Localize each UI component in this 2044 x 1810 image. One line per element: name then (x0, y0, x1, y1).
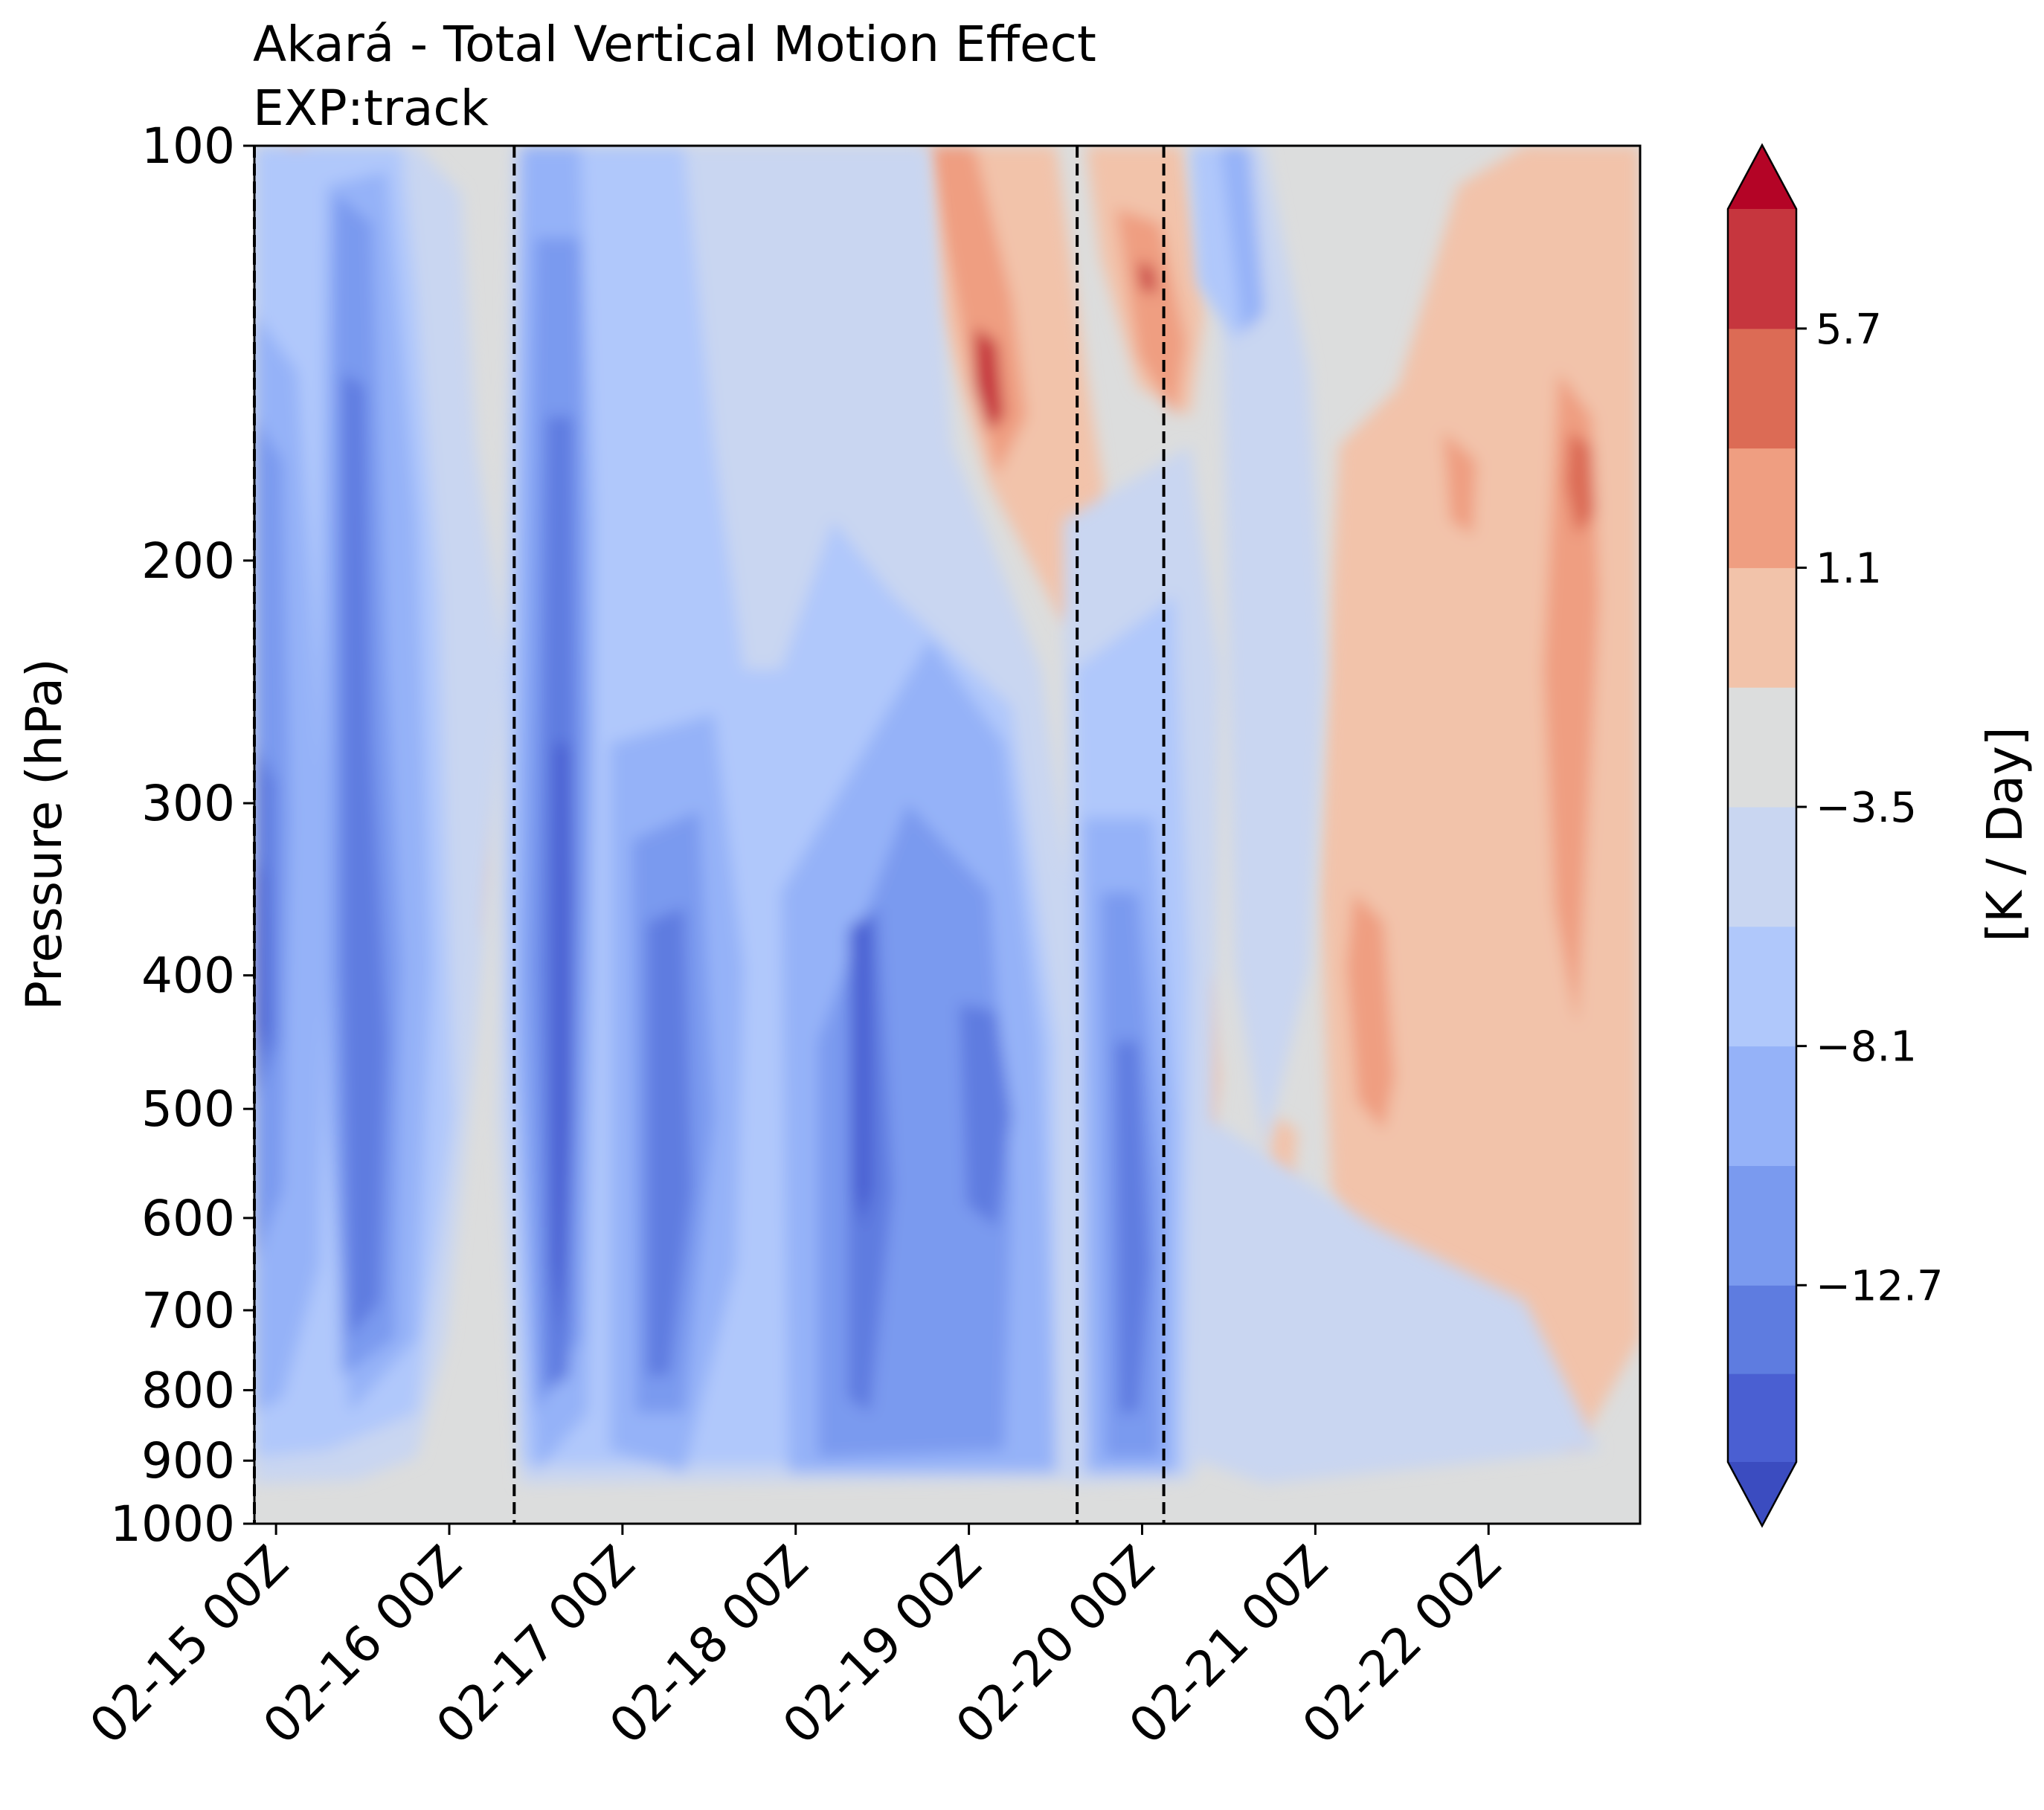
cold-streak-east (1220, 146, 1324, 1153)
colorbar-segment (1728, 926, 1796, 1047)
warm-mid-0219 (930, 146, 1026, 476)
colorbar-segment (1728, 1046, 1796, 1166)
cold-anomaly-field (254, 146, 1599, 1484)
y-tick-label: 300 (141, 775, 235, 832)
cold-mid-top-0220 (1190, 146, 1250, 342)
y-tick-label: 400 (141, 947, 235, 1005)
y-axis-label: Pressure (hPa) (16, 658, 73, 1010)
colorbar-segment (1728, 567, 1796, 688)
cold-peak-west (254, 855, 266, 1056)
warm-mid-0220 (1116, 208, 1186, 416)
warm-core-east (1566, 431, 1595, 535)
cold-mid-upper-center (610, 146, 707, 521)
y-tick-label: 100 (141, 117, 235, 175)
contour-field (254, 146, 1640, 1524)
cold-core-017 (647, 907, 692, 1376)
colorbar-extend-max (1728, 145, 1796, 209)
warm-core-0220 (1138, 260, 1157, 294)
colorbar-segment (1728, 328, 1796, 449)
cold-strong-upper-0220 (1220, 146, 1264, 335)
chart-subtitle: EXP:track (253, 80, 489, 137)
warm-mid-far-east (1543, 372, 1599, 1026)
warm-mid-east (1346, 892, 1395, 1130)
warm-core-0219 (974, 327, 1004, 431)
y-tick-label: 1000 (110, 1495, 235, 1553)
colorbar-tick-label: −12.7 (1816, 1262, 1944, 1310)
chart-title: Akará - Total Vertical Motion Effect (253, 16, 1096, 73)
warm-mid-far-east-2 (1443, 431, 1476, 535)
colorbar-label: [K / Day] (1976, 727, 2034, 941)
cold-lower-east (1190, 1115, 1599, 1484)
colorbar-segment (1728, 687, 1796, 808)
plot-frame (253, 144, 1642, 1525)
y-tick-label: 200 (141, 532, 235, 590)
colorbar-segment (1728, 209, 1796, 329)
colorbar-outline (1726, 143, 1798, 1528)
y-tick-label: 500 (141, 1080, 235, 1138)
colorbar-tick-label: −8.1 (1816, 1023, 1917, 1072)
colorbar-segment (1728, 1165, 1796, 1286)
cold-core-0220 (1116, 1041, 1149, 1413)
colorbar-tick-label: −3.5 (1816, 784, 1917, 832)
cold-peak-018 (854, 922, 872, 1227)
colorbar-segment (1728, 1285, 1796, 1374)
y-tick-label: 600 (141, 1190, 235, 1247)
cold-core-018b (960, 1004, 1012, 1227)
y-tick-label: 800 (141, 1362, 235, 1419)
colorbar-tick-label: 5.7 (1816, 306, 1882, 354)
colorbar-extend-min (1728, 1462, 1796, 1526)
colorbar: 5.7 1.1 −3.5 −8.1 −12.7 (1726, 143, 1944, 1528)
y-axis: 100 200 300 400 500 600 700 800 900 1000 (110, 117, 254, 1553)
cold-core-west-2 (342, 372, 387, 1339)
colorbar-segment (1728, 1373, 1796, 1463)
y-tick-label: 700 (141, 1282, 235, 1339)
colorbar-tick-label: 1.1 (1816, 544, 1882, 593)
y-tick-label: 900 (141, 1432, 235, 1489)
cold-peak-016 (552, 744, 571, 1339)
colorbar-segment (1728, 448, 1796, 568)
colorbar-segment (1728, 807, 1796, 927)
